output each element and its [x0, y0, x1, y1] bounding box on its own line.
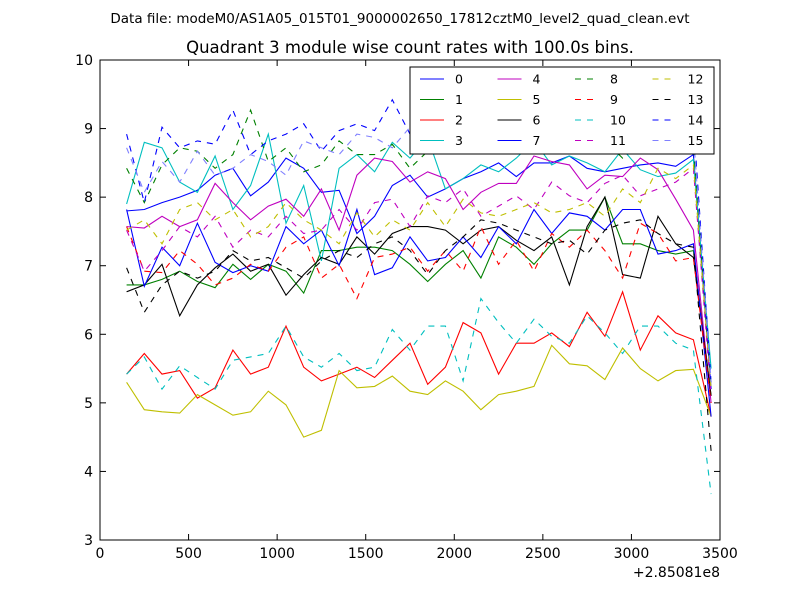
x-tick-label: 1500: [348, 546, 384, 562]
x-tick-label: 1000: [259, 546, 295, 562]
legend-label-15: 15: [688, 133, 704, 148]
figure-suptitle: Data file: modeM0/AS1A05_015T01_90000026…: [110, 11, 689, 27]
legend-label-9: 9: [610, 92, 618, 107]
x-tick-label: 0: [96, 546, 105, 562]
series-line-7: [126, 207, 712, 417]
chart-title: Quadrant 3 module wise count rates with …: [186, 38, 634, 57]
legend-label-1: 1: [455, 92, 463, 107]
x-tick-label: 3000: [614, 546, 650, 562]
legend-label-13: 13: [688, 92, 704, 107]
x-tick-label: 2000: [436, 546, 472, 562]
legend-label-14: 14: [688, 113, 704, 128]
series-line-10: [126, 297, 712, 495]
x-tick-label: 2500: [525, 546, 561, 562]
legend-label-6: 6: [533, 113, 541, 128]
legend-label-0: 0: [455, 72, 463, 87]
legend-label-3: 3: [455, 133, 463, 148]
series-line-15: [126, 92, 712, 383]
x-tick-label: 3500: [702, 546, 738, 562]
series-line-12: [126, 163, 712, 390]
series-line-5: [126, 344, 712, 438]
legend-label-5: 5: [533, 92, 541, 107]
x-tick-label: 500: [175, 546, 202, 562]
legend-box: [409, 66, 715, 155]
axes-frame: [99, 59, 721, 541]
legend-label-12: 12: [688, 72, 704, 87]
series-line-2: [126, 290, 712, 417]
series-line-6: [126, 195, 712, 397]
y-tick-label: 9: [84, 122, 93, 138]
y-tick-label: 8: [84, 190, 93, 206]
legend-label-10: 10: [610, 113, 626, 128]
legend-label-2: 2: [455, 113, 463, 128]
y-tick-label: 6: [84, 327, 93, 343]
x-offset-label: +2.85081e8: [633, 565, 720, 581]
y-tick-label: 7: [84, 259, 93, 275]
series-line-4: [126, 155, 712, 403]
series-line-13: [126, 219, 712, 451]
legend-label-8: 8: [610, 72, 618, 87]
legend-label-7: 7: [533, 133, 541, 148]
y-tick-label: 5: [84, 396, 93, 412]
y-tick-label: 3: [84, 533, 93, 549]
legend-label-4: 4: [533, 72, 541, 87]
y-tick-label: 10: [75, 53, 93, 69]
y-tick-label: 4: [84, 464, 93, 480]
series-line-9: [126, 222, 712, 403]
legend-label-11: 11: [610, 133, 626, 148]
